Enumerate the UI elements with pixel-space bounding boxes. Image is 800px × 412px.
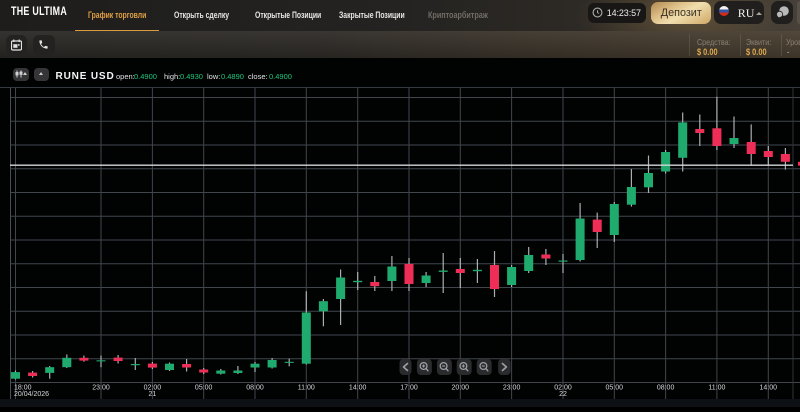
svg-text:08:00: 08:00 bbox=[246, 384, 264, 391]
svg-text:20/04/2026: 20/04/2026 bbox=[14, 391, 49, 398]
svg-text:11:00: 11:00 bbox=[708, 384, 725, 391]
svg-text:18:00: 18:00 bbox=[14, 384, 32, 391]
svg-text:02:00: 02:00 bbox=[144, 384, 162, 391]
svg-text:05:00: 05:00 bbox=[195, 384, 213, 391]
svg-text:11:00: 11:00 bbox=[298, 384, 315, 391]
svg-text:23:00: 23:00 bbox=[92, 384, 110, 391]
svg-text:02:00: 02:00 bbox=[554, 384, 572, 391]
svg-text:14:00: 14:00 bbox=[349, 384, 367, 391]
svg-text:22: 22 bbox=[559, 391, 567, 398]
svg-text:23:00: 23:00 bbox=[503, 384, 521, 391]
svg-text:05:00: 05:00 bbox=[606, 384, 624, 391]
svg-text:14:00: 14:00 bbox=[760, 384, 778, 391]
svg-text:20:00: 20:00 bbox=[452, 384, 470, 391]
svg-text:17:00: 17:00 bbox=[400, 384, 418, 391]
svg-text:08:00: 08:00 bbox=[657, 384, 675, 391]
svg-text:21: 21 bbox=[149, 391, 157, 398]
